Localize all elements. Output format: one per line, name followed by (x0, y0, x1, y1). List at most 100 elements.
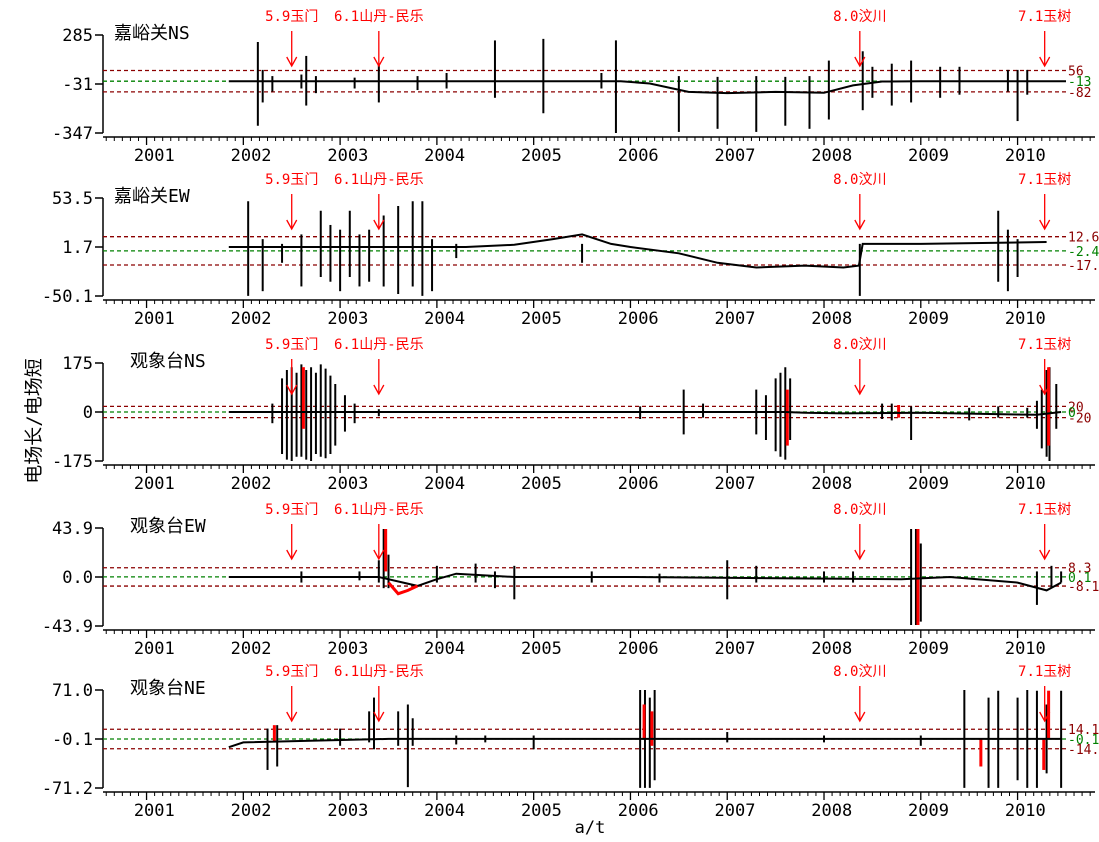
event-arrowhead (1039, 384, 1051, 396)
event-label: 8.0汶川 (833, 336, 886, 353)
event-arrowhead (286, 549, 298, 561)
x-tick-label: 2002 (231, 146, 272, 166)
panel-5: 71.0 -0.1 -71.2 2001 2002 2003 2004 2005 2006 200… (42, 663, 1099, 821)
x-tick-label: 2008 (811, 639, 852, 659)
event-label: 8.0汶川 (833, 501, 886, 518)
series-trace (228, 233, 1047, 269)
x-tick-label: 2002 (231, 474, 272, 494)
event-arrowhead (854, 711, 866, 723)
lower-threshold-label: -82 (1068, 86, 1091, 101)
x-tick-label: 2009 (908, 146, 949, 166)
event-arrowhead (373, 56, 385, 68)
series-trace (228, 572, 1062, 592)
x-tick-label: 2007 (715, 639, 756, 659)
y-tick-label: -31 (62, 75, 93, 95)
event-label: 7.1玉树 (1018, 337, 1071, 353)
event-label: 5.9玉门 (265, 172, 318, 188)
y-tick-label: 1.7 (62, 238, 93, 258)
panel-title: 嘉峪关NS (114, 23, 190, 44)
y-tick-label: 175 (62, 354, 93, 374)
event-arrowhead (286, 711, 298, 723)
event-arrowhead (373, 384, 385, 396)
x-tick-label: 2009 (908, 309, 949, 329)
event-arrowhead (373, 219, 385, 231)
x-tick-label: 2010 (1005, 639, 1046, 659)
event-arrowhead (286, 384, 298, 396)
event-arrowhead (854, 549, 866, 561)
event-label: 8.0汶川 (833, 8, 886, 25)
x-tick-label: 2006 (618, 146, 659, 166)
x-tick-label: 2007 (715, 474, 756, 494)
x-tick-label: 2004 (424, 146, 465, 166)
panel-1: 285 -31 -347 2001 2002 2003 2004 2005 2006 2007 20… (52, 8, 1095, 166)
panel-4: 43.9 0.0 -43.9 2001 2002 2003 2004 2005 2006 2007… (42, 501, 1099, 659)
mean-label: 0 (1068, 406, 1076, 421)
x-tick-label: 2005 (521, 474, 562, 494)
x-tick-label: 2008 (811, 146, 852, 166)
event-label: 6.1山丹-民乐 (334, 337, 424, 353)
x-tick-label: 2010 (1005, 146, 1046, 166)
x-tick-label: 2004 (424, 639, 465, 659)
event-arrowhead (1039, 549, 1051, 561)
x-tick-label: 2009 (908, 474, 949, 494)
mean-label: -13 (1068, 75, 1091, 90)
mean-label: -2.4 (1068, 245, 1099, 260)
event-label: 5.9玉门 (265, 664, 318, 680)
event-label: 5.9玉门 (265, 502, 318, 518)
x-tick-label: 2002 (231, 639, 272, 659)
event-label: 7.1玉树 (1018, 172, 1071, 188)
y-tick-label: 285 (62, 26, 93, 46)
x-tick-label: 2009 (908, 639, 949, 659)
lower-threshold-label: -20 (1068, 412, 1091, 427)
x-tick-label: 2006 (618, 309, 659, 329)
event-label: 8.0汶川 (833, 171, 886, 188)
y-tick-label: -43.9 (42, 617, 93, 637)
x-tick-label: 2004 (424, 801, 465, 821)
event-arrowhead (286, 219, 298, 231)
x-tick-label: 2010 (1005, 801, 1046, 821)
x-tick-label: 2010 (1005, 474, 1046, 494)
x-axis-label: a/t (575, 818, 606, 838)
x-tick-label: 2007 (715, 801, 756, 821)
x-tick-label: 2005 (521, 309, 562, 329)
event-label: 5.9玉门 (265, 9, 318, 25)
lower-threshold-label: -17.3 (1068, 259, 1099, 274)
mean-label: -0.1 (1068, 733, 1099, 748)
event-arrowhead (854, 219, 866, 231)
x-tick-label: 2007 (715, 146, 756, 166)
event-label: 7.1玉树 (1018, 9, 1071, 25)
event-label: 7.1玉树 (1018, 664, 1071, 680)
y-tick-label: 71.0 (52, 681, 93, 701)
series-trace (228, 80, 1066, 95)
event-label: 6.1山丹-民乐 (334, 664, 424, 680)
mean-label: 0.1 (1068, 571, 1091, 586)
x-tick-label: 2001 (134, 309, 175, 329)
event-label: 5.9玉门 (265, 337, 318, 353)
x-tick-label: 2008 (811, 801, 852, 821)
x-tick-label: 2002 (231, 801, 272, 821)
x-tick-label: 2003 (327, 309, 368, 329)
y-axis-label: 电场长/电场短 (23, 358, 45, 483)
x-tick-label: 2008 (811, 309, 852, 329)
upper-threshold-label: 14.1 (1068, 723, 1099, 738)
event-arrowhead (286, 56, 298, 68)
y-tick-label: -71.2 (42, 779, 93, 799)
event-arrowhead (854, 384, 866, 396)
event-arrowhead (373, 711, 385, 723)
y-tick-label: -347 (52, 124, 93, 144)
x-tick-label: 2004 (424, 309, 465, 329)
upper-threshold-label: 56 (1068, 65, 1084, 80)
upper-threshold-label: 8.3 (1068, 562, 1091, 577)
x-tick-label: 2002 (231, 309, 272, 329)
x-tick-label: 2006 (618, 474, 659, 494)
event-label: 8.0汶川 (833, 663, 886, 680)
x-tick-label: 2001 (134, 474, 175, 494)
y-tick-label: 53.5 (52, 189, 93, 209)
y-tick-label: 0.0 (62, 568, 93, 588)
x-tick-label: 2005 (521, 801, 562, 821)
event-arrowhead (1039, 56, 1051, 68)
x-tick-label: 2003 (327, 639, 368, 659)
x-tick-label: 2007 (715, 309, 756, 329)
y-tick-label: -50.1 (42, 287, 93, 307)
x-tick-label: 2010 (1005, 309, 1046, 329)
